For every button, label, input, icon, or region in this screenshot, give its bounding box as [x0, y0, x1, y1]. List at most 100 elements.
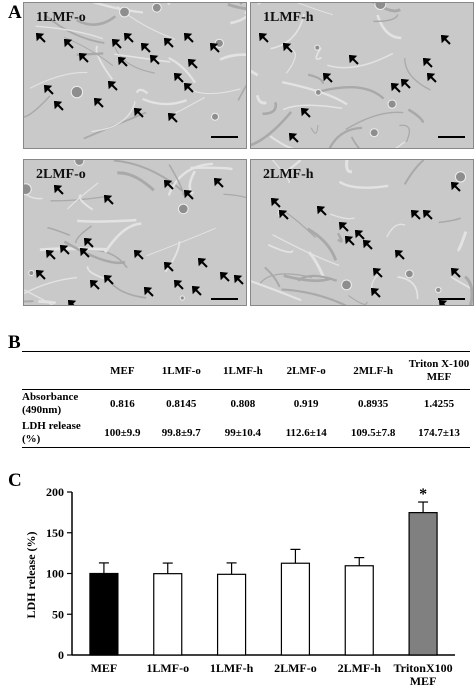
scale-bar — [438, 298, 465, 300]
arrow-marker-icon — [234, 275, 244, 285]
scale-bar — [211, 298, 238, 300]
table-col-header: MEF — [110, 364, 135, 377]
table-col-header: 2LMF-o — [286, 364, 326, 377]
x-tick-label: MEF — [410, 674, 437, 688]
cell-texture — [251, 160, 473, 305]
cell-texture — [24, 160, 246, 305]
arrow-marker-icon — [373, 268, 383, 278]
arrow-marker-icon — [391, 83, 401, 93]
table-cell: 0.808 — [230, 398, 256, 411]
arrow-marker-icon — [289, 133, 299, 143]
arrow-marker-icon — [104, 275, 114, 285]
arrow-marker-icon — [355, 230, 365, 240]
arrow-marker-icon — [108, 81, 118, 91]
arrow-marker-icon — [349, 55, 359, 65]
arrow-marker-icon — [184, 190, 194, 200]
bar — [216, 573, 247, 656]
table-cell: 0.8935 — [358, 398, 389, 411]
arrow-marker-icon — [323, 73, 333, 83]
y-tick-label: 200 — [46, 485, 64, 499]
table-cell: 99±10.4 — [224, 426, 262, 439]
bar — [344, 565, 374, 656]
arrow-marker-icon — [54, 101, 64, 111]
y-axis-label: LDH release (%) — [24, 531, 38, 618]
micrograph-1lmf-o: 1LMF-o — [23, 2, 247, 149]
arrow-marker-icon — [118, 57, 128, 67]
arrow-marker-icon — [46, 250, 56, 260]
micrograph-1lmf-h: 1LMF-h — [250, 2, 474, 149]
arrow-marker-icon — [184, 83, 194, 93]
panel-b-letter: B — [8, 332, 21, 353]
table-cell: 0.8145 — [166, 398, 197, 411]
arrow-marker-icon — [220, 272, 230, 282]
arrow-marker-icon — [345, 236, 355, 246]
arrow-marker-icon — [84, 238, 94, 248]
table-cell: 100±9.9 — [104, 426, 141, 439]
micrograph-label: 2LMF-h — [263, 167, 314, 182]
x-tick-label: TritonX100 — [394, 661, 453, 675]
arrow-marker-icon — [104, 195, 114, 205]
arrow-marker-icon — [214, 178, 224, 188]
arrow-marker-icon — [80, 248, 90, 258]
table-cell: 109.5±7.8 — [350, 426, 396, 439]
arrow-marker-icon — [94, 98, 104, 108]
arrow-marker-icon — [210, 43, 220, 53]
arrow-marker-icon — [44, 85, 54, 95]
arrow-marker-icon — [174, 280, 184, 290]
arrow-marker-icon — [174, 73, 184, 83]
table-cell: 99.8±9.7 — [161, 426, 201, 439]
arrow-marker-icon — [198, 258, 208, 268]
arrow-marker-icon — [439, 300, 448, 305]
arrow-marker-icon — [427, 73, 437, 83]
ldh-bar-chart: LDH release (%) 0 50 100 150 200 MEF 1LMF-o 1L… — [24, 485, 455, 688]
x-tick-label: MEF — [91, 661, 118, 675]
table-row: LDH release (%) 100±9.9 99.8±9.7 99±10.4… — [22, 419, 470, 448]
arrow-marker-icon — [168, 113, 178, 123]
micrograph-label: 2LMF-o — [36, 167, 86, 182]
table-corner — [22, 352, 94, 390]
table-col-header: 1LMF-h — [223, 364, 263, 377]
arrow-marker-icon — [184, 33, 194, 43]
cell-texture — [24, 3, 246, 140]
panel-a-letter: A — [8, 2, 22, 23]
table-cell: 0.816 — [109, 398, 135, 411]
arrow-marker-icon — [64, 39, 74, 49]
arrow-marker-icon — [411, 210, 421, 220]
scale-bar — [211, 136, 238, 138]
bar — [408, 512, 438, 656]
bar — [153, 573, 183, 656]
x-tick-label: 2LMF-h — [338, 661, 382, 675]
arrow-marker-icon — [192, 286, 202, 296]
table-col-header: 2MLF-h — [353, 364, 394, 377]
arrow-marker-icon — [423, 210, 433, 220]
bar — [280, 562, 311, 656]
y-tick-label: 100 — [46, 567, 64, 581]
arrow-marker-icon — [451, 268, 461, 278]
arrow-marker-icon — [259, 33, 269, 43]
arrow-marker-icon — [395, 250, 405, 260]
arrow-marker-icon — [164, 262, 174, 272]
x-tick-label: 2LMF-o — [274, 661, 317, 675]
arrow-marker-icon — [90, 280, 100, 290]
arrow-marker-icon — [371, 288, 381, 298]
arrow-marker-icon — [134, 108, 144, 118]
arrow-marker-icon — [124, 33, 134, 43]
arrow-marker-icon — [441, 35, 451, 45]
arrow-marker-icon — [283, 43, 293, 53]
arrow-marker-icon — [150, 55, 160, 65]
panel-c-letter: C — [8, 470, 22, 491]
arrow-marker-icon — [36, 33, 46, 43]
micrograph-label: 1LMF-o — [36, 10, 86, 25]
arrow-marker-icon — [339, 222, 349, 232]
table-cell: 1.4255 — [423, 398, 455, 411]
arrow-marker-icon — [317, 206, 327, 216]
arrow-marker-icon — [164, 180, 174, 190]
x-tick-label: 1LMF-o — [146, 661, 189, 675]
table-cell: 112.6±14 — [285, 426, 327, 439]
arrow-marker-icon — [363, 240, 373, 250]
cell-texture — [251, 3, 431, 148]
arrow-marker-icon — [423, 58, 433, 68]
arrow-marker-icon — [188, 59, 198, 69]
ldh-table: MEF 1LMF-o 1LMF-h 2LMF-o 2MLF-h Triton X… — [22, 351, 470, 448]
table-col-header: Triton X-100 MEF — [408, 357, 470, 383]
